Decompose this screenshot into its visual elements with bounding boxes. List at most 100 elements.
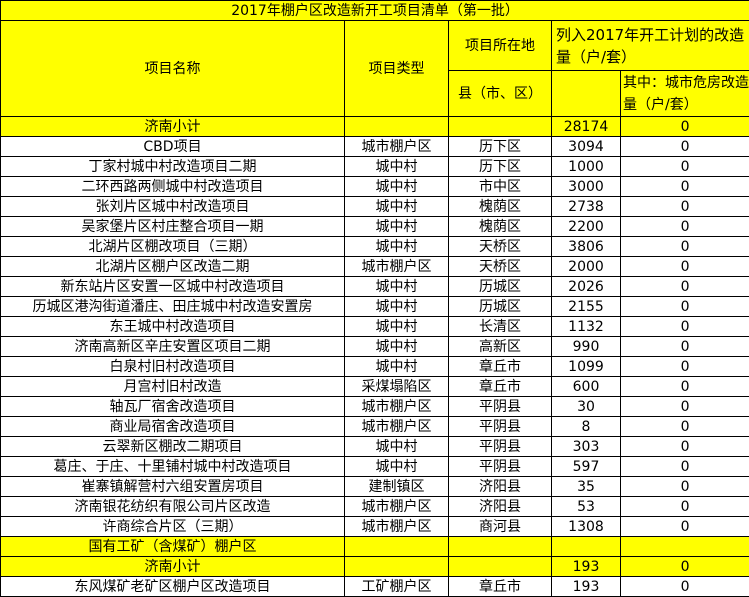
cell-type: 城中村 — [344, 456, 449, 477]
table-row: 北湖片区棚户区改造二期 城市棚户区 天桥区 2000 0 — [0, 256, 749, 277]
cell-type: 城中村 — [344, 216, 449, 237]
table-row: CBD项目 城市棚户区 历下区 3094 0 — [0, 136, 749, 157]
cell-county: 槐荫区 — [448, 216, 552, 237]
cell-planned: 1132 — [551, 316, 621, 337]
cell-planned: 8 — [551, 416, 621, 437]
cell-name: 济南银花纺织有限公司片区改造 — [0, 496, 345, 517]
cell-planned: 2738 — [551, 196, 621, 217]
cell-planned: 597 — [551, 456, 621, 477]
cell-county: 长清区 — [448, 316, 552, 337]
cell-county: 平阴县 — [448, 416, 552, 437]
cell-dangerous: 0 — [619, 136, 749, 157]
subtotal-dangerous: 0 — [619, 556, 749, 577]
table-row: 云翠新区棚改二期项目 城中村 平阴县 303 0 — [0, 436, 749, 457]
subtotal-row: 济南小计 193 0 — [0, 556, 749, 577]
table-row: 白泉村旧村改造项目 城中村 章丘市 1099 0 — [0, 356, 749, 377]
cell-dangerous: 0 — [619, 356, 749, 377]
cell-county: 章丘市 — [448, 356, 552, 377]
header-county: 县（市、区） — [448, 70, 552, 117]
cell-dangerous: 0 — [619, 516, 749, 537]
cell-name: 张刘片区城中村改造项目 — [0, 196, 345, 217]
subtotal-planned: 28174 — [551, 116, 621, 137]
cell-dangerous: 0 — [619, 396, 749, 417]
cell-dangerous: 0 — [619, 316, 749, 337]
cell-name: 白泉村旧村改造项目 — [0, 356, 345, 377]
subtotal-dangerous: 0 — [619, 116, 749, 137]
cell-county: 槐荫区 — [448, 196, 552, 217]
header-name: 项目名称 — [0, 20, 345, 117]
cell-county: 天桥区 — [448, 236, 552, 257]
cell-type: 城中村 — [344, 436, 449, 457]
cell-county: 商河县 — [448, 516, 552, 537]
table-row: 葛庄、于庄、十里铺村城中村改造项目 城中村 平阴县 597 0 — [0, 456, 749, 477]
subtotal-name: 济南小计 — [0, 556, 345, 577]
cell-name: 北湖片区棚户区改造二期 — [0, 256, 345, 277]
cell-planned: 2200 — [551, 216, 621, 237]
cell-planned: 2000 — [551, 256, 621, 277]
table-row: 商业局宿舍改造项目 城市棚户区 平阴县 8 0 — [0, 416, 749, 437]
table-row: 东王城中村改造项目 城中村 长清区 1132 0 — [0, 316, 749, 337]
empty-cell — [344, 536, 449, 557]
header-dangerous: 其中：城市危房改造量（户/套） — [619, 70, 749, 117]
cell-planned: 600 — [551, 376, 621, 397]
table-row: 北湖片区棚改项目（三期） 城中村 天桥区 3806 0 — [0, 236, 749, 257]
cell-type: 采煤塌陷区 — [344, 376, 449, 397]
cell-type: 城中村 — [344, 296, 449, 317]
cell-county: 济阳县 — [448, 476, 552, 497]
table-row: 许商综合片区（三期） 城市棚户区 商河县 1308 0 — [0, 516, 749, 537]
cell-planned: 3094 — [551, 136, 621, 157]
cell-planned: 3000 — [551, 176, 621, 197]
cell-type: 城中村 — [344, 336, 449, 357]
cell-planned: 193 — [551, 576, 621, 597]
cell-name: 吴家堡片区村庄整合项目一期 — [0, 216, 345, 237]
cell-name: 济南高新区辛庄安置区项目二期 — [0, 336, 345, 357]
cell-planned: 990 — [551, 336, 621, 357]
empty-cell — [448, 536, 552, 557]
header-planned-blank — [551, 70, 621, 117]
cell-name: 历城区港沟街道潘庄、田庄城中村改造安置房 — [0, 296, 345, 317]
cell-name: 商业局宿舍改造项目 — [0, 416, 345, 437]
cell-name: 二环西路两侧城中村改造项目 — [0, 176, 345, 197]
cell-planned: 303 — [551, 436, 621, 457]
empty-cell — [551, 536, 621, 557]
table-row: 月宫村旧村改造 采煤塌陷区 章丘市 600 0 — [0, 376, 749, 397]
cell-dangerous: 0 — [619, 376, 749, 397]
table-row: 济南银花纺织有限公司片区改造 城市棚户区 济阳县 53 0 — [0, 496, 749, 517]
cell-dangerous: 0 — [619, 296, 749, 317]
cell-county: 历城区 — [448, 276, 552, 297]
subtotal-planned: 193 — [551, 556, 621, 577]
cell-planned: 2155 — [551, 296, 621, 317]
cell-planned: 2026 — [551, 276, 621, 297]
cell-name: 云翠新区棚改二期项目 — [0, 436, 345, 457]
subtotal-row: 济南小计 28174 0 — [0, 116, 749, 137]
cell-type: 城市棚户区 — [344, 256, 449, 277]
cell-dangerous: 0 — [619, 216, 749, 237]
table-title: 2017年棚户区改造新开工项目清单（第一批） — [0, 0, 749, 21]
cell-dangerous: 0 — [619, 576, 749, 597]
table-row: 东风煤矿老矿区棚户区改造项目 工矿棚户区 章丘市 193 0 — [0, 576, 749, 597]
cell-name: 轴瓦厂宿舍改造项目 — [0, 396, 345, 417]
cell-type: 城市棚户区 — [344, 496, 449, 517]
header-planned: 列入2017年开工计划的改造量（户/套） — [550, 20, 749, 71]
cell-name: 月宫村旧村改造 — [0, 376, 345, 397]
cell-type: 城中村 — [344, 316, 449, 337]
cell-dangerous: 0 — [619, 156, 749, 177]
cell-planned: 35 — [551, 476, 621, 497]
table-row: 新东站片区安置一区城中村改造项目 城中村 历城区 2026 0 — [0, 276, 749, 297]
cell-dangerous: 0 — [619, 436, 749, 457]
cell-name: 崔寨镇解营村六组安置房项目 — [0, 476, 345, 497]
cell-planned: 1000 — [551, 156, 621, 177]
cell-name: 东王城中村改造项目 — [0, 316, 345, 337]
cell-name: CBD项目 — [0, 136, 345, 157]
cell-county: 章丘市 — [448, 376, 552, 397]
cell-dangerous: 0 — [619, 256, 749, 277]
cell-type: 城中村 — [344, 236, 449, 257]
cell-type: 城市棚户区 — [344, 416, 449, 437]
section-row: 国有工矿（含煤矿）棚户区 — [0, 536, 749, 557]
cell-county: 历下区 — [448, 156, 552, 177]
table-row: 轴瓦厂宿舍改造项目 城市棚户区 平阴县 30 0 — [0, 396, 749, 417]
header-location: 项目所在地 — [448, 20, 552, 71]
cell-type: 城中村 — [344, 156, 449, 177]
cell-dangerous: 0 — [619, 456, 749, 477]
cell-type: 城中村 — [344, 196, 449, 217]
